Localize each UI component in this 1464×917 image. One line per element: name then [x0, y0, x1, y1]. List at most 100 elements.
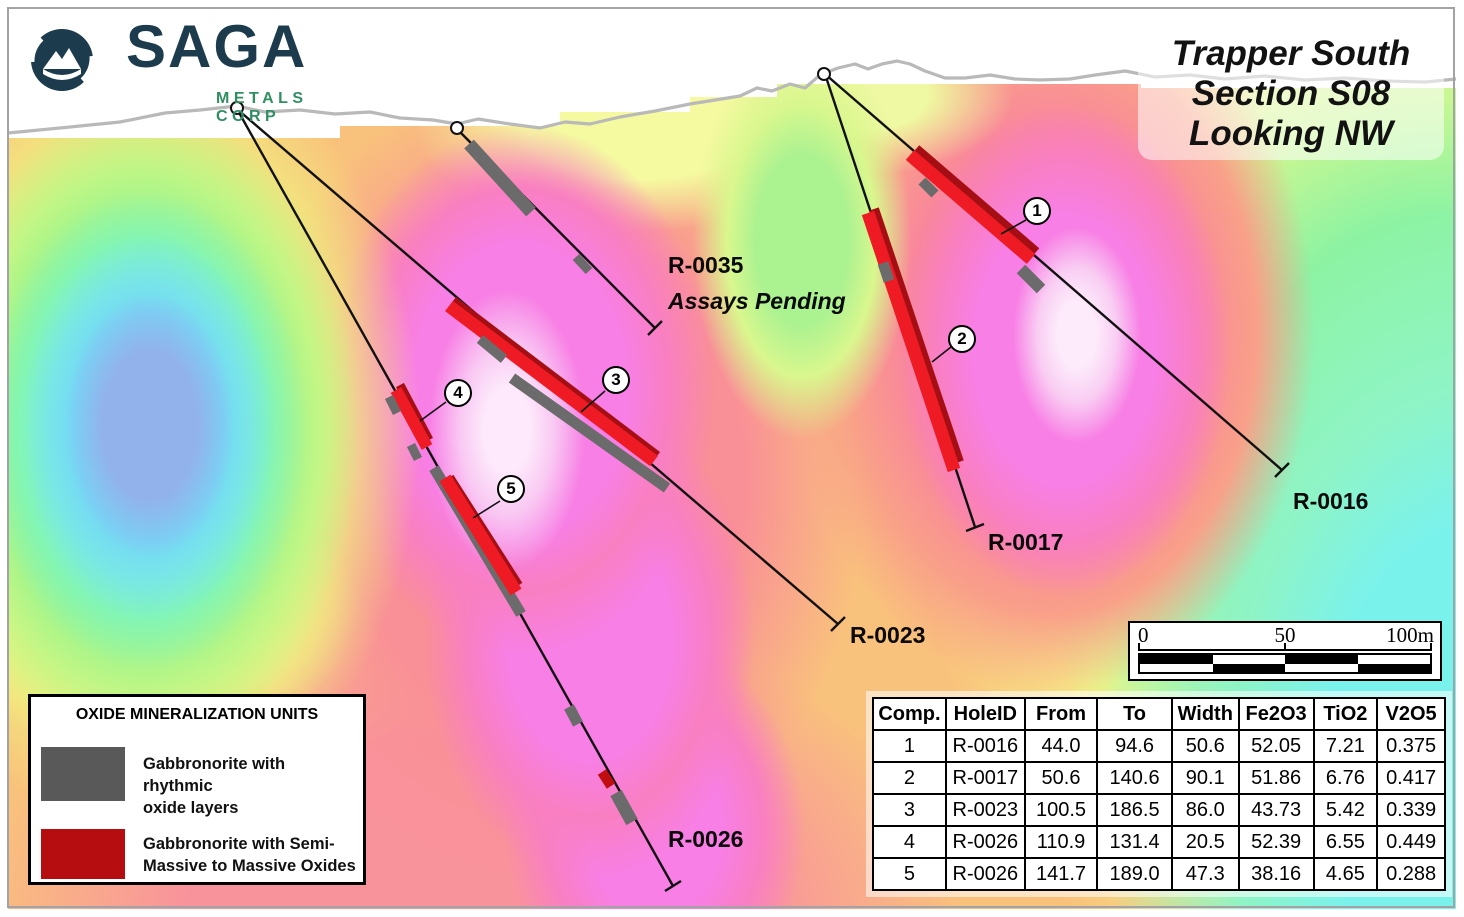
massive-oxide-interval [439, 474, 522, 596]
table-cell: 86.0 [1170, 793, 1240, 827]
col-tio2: TiO2 [1312, 697, 1379, 731]
massive-oxide-interval [861, 210, 961, 473]
legend-swatch-rhythmic-oxide [41, 747, 125, 801]
composite-marker-5: 5 [497, 475, 525, 503]
scale-cell [1140, 655, 1213, 664]
table-cell: 20.5 [1170, 825, 1240, 859]
table-cell: 52.39 [1237, 825, 1315, 859]
leader-line-4 [419, 401, 447, 422]
massive-oxide-interval [905, 150, 1036, 264]
scale-checker [1138, 653, 1432, 674]
table-cell: 1 [872, 729, 947, 763]
col-to: To [1096, 697, 1173, 731]
table-cell: 0.375 [1376, 729, 1446, 763]
rhythmic-oxide-chip [572, 253, 593, 275]
title-line-3: Looking NW [1188, 114, 1394, 153]
drillhole-R-0016 [824, 73, 1290, 478]
table-cell: 52.05 [1237, 729, 1315, 763]
rhythmic-oxide-chip [877, 261, 895, 283]
table-cell: 0.449 [1376, 825, 1446, 859]
end-of-hole-tick [1274, 462, 1290, 478]
scale-cell [1140, 663, 1213, 672]
title-line-1: Trapper South [1171, 34, 1411, 73]
leader-line-2 [931, 346, 952, 363]
brand-tagline: METALS CORP [216, 90, 308, 125]
table-cell: 186.5 [1096, 793, 1173, 827]
table-cell: R-0017 [944, 761, 1026, 795]
table-cell: 6.76 [1312, 761, 1379, 795]
scale-cell [1357, 655, 1430, 664]
title-line-2: Section S08 [1191, 74, 1391, 113]
drill-trace [824, 73, 1283, 471]
scale-bar: 0 50 100m [1128, 621, 1442, 681]
legend-label-rhythmic-oxide: Gabbronorite with rhythmic oxide layers [143, 753, 358, 819]
table-cell: 2 [872, 761, 947, 795]
rhythmic-oxide-chip [384, 394, 402, 416]
rhythmic-oxide-interval [1016, 264, 1046, 294]
marker-leaders [419, 219, 1027, 519]
rhythmic-oxide-chip [406, 442, 423, 462]
table-cell: R-0026 [944, 857, 1026, 891]
collar-icon [450, 121, 464, 135]
section-title: Trapper South Section S08 Looking NW [1138, 28, 1444, 160]
composite-marker-1: 1 [1023, 197, 1051, 225]
drillhole-R-0026 [235, 108, 682, 893]
table-cell: 90.1 [1170, 761, 1240, 795]
end-of-hole-tick [664, 879, 682, 893]
rhythmic-oxide-chip [476, 335, 508, 363]
hole-label-R-0023: R-0023 [850, 622, 926, 648]
scale-cell [1212, 655, 1285, 664]
col-width: Width [1170, 697, 1240, 731]
rhythmic-oxide-interval [508, 373, 671, 493]
scale-tick [1284, 643, 1286, 651]
col-fe2o3: Fe2O3 [1237, 697, 1315, 731]
massive-oxide-interval-dark [912, 145, 1040, 256]
hole-label-R-0017: R-0017 [988, 529, 1064, 555]
table-cell: 141.7 [1023, 857, 1099, 891]
rhythmic-oxide-interval [464, 139, 536, 217]
table-cell: 44.0 [1023, 729, 1099, 763]
assay-table: Comp. HoleID From To Width Fe2O3 TiO2 V2… [872, 697, 1446, 891]
scale-tick [1138, 643, 1140, 651]
table-cell: 94.6 [1096, 729, 1173, 763]
table-row: 2 R-0017 50.6 140.6 90.1 51.86 6.76 0.417 [872, 761, 1446, 795]
legend-label-massive-oxide: Gabbronorite with Semi- Massive to Massi… [143, 833, 358, 877]
legend-title: OXIDE MINERALIZATION UNITS [75, 706, 319, 723]
table-cell: R-0016 [944, 729, 1026, 763]
legend-box: OXIDE MINERALIZATION UNITS Gabbronorite … [28, 694, 366, 885]
composite-marker-3: 3 [602, 366, 630, 394]
rhythmic-oxide-interval [610, 789, 638, 826]
table-row: 1 R-0016 44.0 94.6 50.6 52.05 7.21 0.375 [872, 729, 1446, 763]
drillhole-R-0017 [823, 73, 985, 533]
legend-label-line: Gabbronorite with rhythmic [143, 755, 286, 795]
end-of-hole-tick [965, 522, 985, 533]
table-cell: 0.339 [1376, 793, 1446, 827]
table-cell: 100.5 [1023, 793, 1099, 827]
rhythmic-oxide-chip [918, 177, 939, 198]
company-logo: SAGA METALS CORP [26, 13, 336, 125]
table-cell: 110.9 [1023, 825, 1099, 859]
assays-pending-note: Assays Pending [668, 288, 846, 314]
table-cell: 0.417 [1376, 761, 1446, 795]
drillhole-R-0023 [236, 108, 846, 632]
table-cell: 50.6 [1170, 729, 1240, 763]
scale-cell [1357, 663, 1430, 672]
col-holeid: HoleID [944, 697, 1026, 731]
brand-name: SAGA [126, 13, 308, 80]
table-row: 4 R-0026 110.9 131.4 20.5 52.39 6.55 0.449 [872, 825, 1446, 859]
table-row: 5 R-0026 141.7 189.0 47.3 38.16 4.65 0.288 [872, 857, 1446, 891]
massive-oxide-interval [390, 387, 433, 450]
col-v2o5: V2O5 [1376, 697, 1446, 731]
legend-swatch-massive-oxide [41, 829, 125, 879]
leader-line-3 [580, 390, 606, 413]
massive-oxide-interval-dark [869, 207, 964, 464]
col-comp: Comp. [872, 697, 947, 731]
table-cell: R-0026 [944, 825, 1026, 859]
table-cell: R-0023 [944, 793, 1026, 827]
composite-marker-2: 2 [948, 325, 976, 353]
legend-label-line: oxide layers [143, 799, 239, 817]
table-cell: 43.73 [1237, 793, 1315, 827]
composite-marker-4: 4 [444, 379, 472, 407]
sky-polygon [0, 0, 1464, 138]
